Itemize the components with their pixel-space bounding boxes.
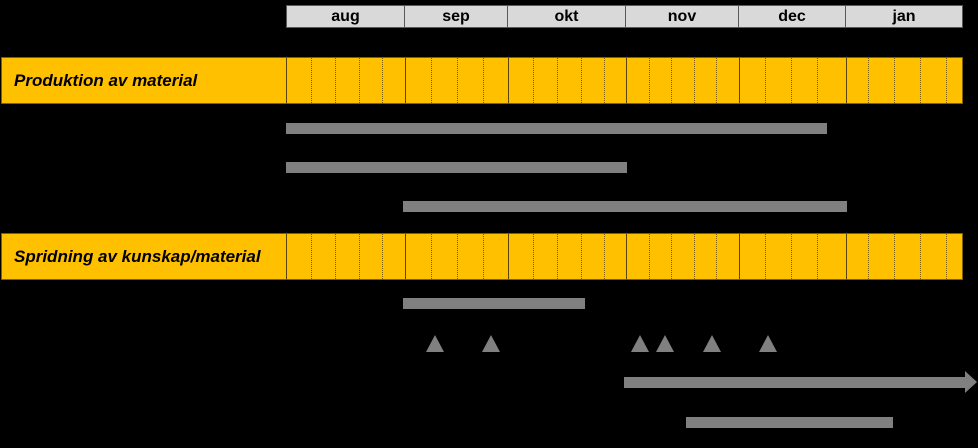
week-divider: [649, 58, 650, 103]
month-divider: [626, 58, 627, 103]
section-label: Produktion av material: [14, 70, 198, 90]
week-divider: [581, 234, 582, 279]
month-aug: aug: [286, 5, 405, 28]
week-divider: [359, 58, 360, 103]
month-dec: dec: [738, 5, 846, 28]
week-divider: [533, 58, 534, 103]
activity-bar: [286, 162, 627, 173]
month-jan: jan: [845, 5, 963, 28]
week-divider: [671, 58, 672, 103]
milestone-triangle-icon: [703, 335, 721, 352]
week-divider: [694, 234, 695, 279]
activity-bar: [403, 298, 585, 309]
month-divider: [846, 234, 847, 279]
week-divider: [868, 58, 869, 103]
week-divider: [694, 58, 695, 103]
month-divider: [286, 58, 287, 103]
week-divider: [533, 234, 534, 279]
week-divider: [359, 234, 360, 279]
milestone-triangle-icon: [656, 335, 674, 352]
month-divider: [626, 234, 627, 279]
milestone-triangle-icon: [631, 335, 649, 352]
week-divider: [671, 234, 672, 279]
week-divider: [604, 234, 605, 279]
week-divider: [765, 234, 766, 279]
month-nov: nov: [625, 5, 739, 28]
week-divider: [946, 234, 947, 279]
week-divider: [557, 234, 558, 279]
week-divider: [335, 58, 336, 103]
month-okt: okt: [507, 5, 626, 28]
month-divider: [508, 58, 509, 103]
activity-bar: [286, 123, 827, 134]
month-divider: [508, 234, 509, 279]
week-divider: [791, 234, 792, 279]
week-divider: [431, 58, 432, 103]
activity-bar: [686, 417, 893, 428]
section-band-dissemination: Spridning av kunskap/material: [1, 233, 963, 280]
week-divider: [457, 58, 458, 103]
month-divider: [286, 234, 287, 279]
week-divider: [817, 234, 818, 279]
month-divider: [846, 58, 847, 103]
week-divider: [483, 234, 484, 279]
activity-bar: [403, 201, 847, 212]
week-divider: [868, 234, 869, 279]
week-divider: [946, 58, 947, 103]
week-divider: [335, 234, 336, 279]
week-divider: [581, 58, 582, 103]
week-divider: [649, 234, 650, 279]
week-divider: [557, 58, 558, 103]
week-divider: [457, 234, 458, 279]
ongoing-arrow-shaft: [624, 377, 966, 388]
milestone-triangle-icon: [426, 335, 444, 352]
week-divider: [604, 58, 605, 103]
week-divider: [382, 234, 383, 279]
week-divider: [382, 58, 383, 103]
right-arrow-icon: [965, 371, 977, 393]
week-divider: [311, 234, 312, 279]
month-divider: [405, 234, 406, 279]
month-divider: [405, 58, 406, 103]
week-divider: [716, 234, 717, 279]
week-divider: [311, 58, 312, 103]
month-divider: [739, 234, 740, 279]
week-divider: [817, 58, 818, 103]
milestone-triangle-icon: [482, 335, 500, 352]
milestone-triangle-icon: [759, 335, 777, 352]
week-divider: [765, 58, 766, 103]
week-divider: [483, 58, 484, 103]
section-label: Spridning av kunskap/material: [14, 246, 261, 266]
week-divider: [920, 58, 921, 103]
week-divider: [431, 234, 432, 279]
week-divider: [894, 58, 895, 103]
week-divider: [791, 58, 792, 103]
month-divider: [739, 58, 740, 103]
section-band-production: Produktion av material: [1, 57, 963, 104]
week-divider: [716, 58, 717, 103]
week-divider: [894, 234, 895, 279]
week-divider: [920, 234, 921, 279]
month-sep: sep: [404, 5, 508, 28]
